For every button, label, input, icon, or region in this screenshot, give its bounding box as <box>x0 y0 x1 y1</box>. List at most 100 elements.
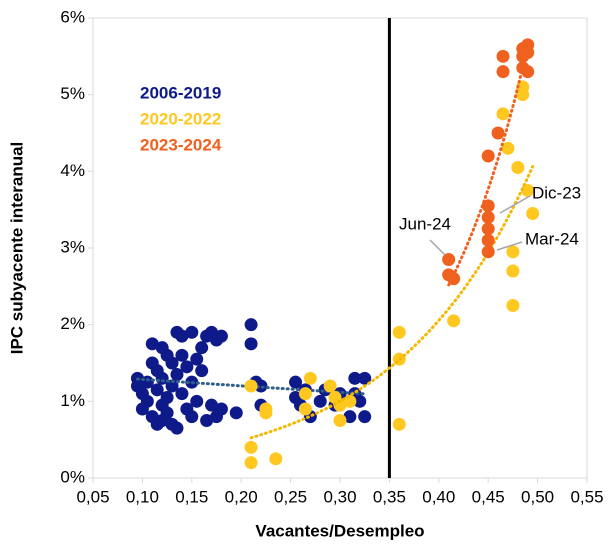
legend-label: 2023-2024 <box>140 135 222 154</box>
point <box>160 391 174 404</box>
point <box>298 402 312 416</box>
point <box>170 421 184 435</box>
point <box>259 406 273 420</box>
x-tick-label: 0,35 <box>373 487 406 506</box>
point <box>214 402 228 416</box>
point <box>180 360 194 374</box>
annotation-leader <box>496 241 523 251</box>
point <box>506 264 520 278</box>
x-tick-label: 0,20 <box>225 487 258 506</box>
point <box>323 379 337 393</box>
x-tick-label: 0,40 <box>422 487 455 506</box>
point <box>269 452 283 466</box>
y-tick-label: 4% <box>60 161 85 180</box>
x-tick-label: 0,55 <box>570 487 603 506</box>
point <box>353 394 367 408</box>
point <box>254 379 268 393</box>
x-axis-title: Vacantes/Desempleo <box>255 521 424 540</box>
point <box>496 49 510 63</box>
point <box>160 406 174 420</box>
point <box>358 410 372 424</box>
point <box>358 371 372 385</box>
point <box>516 88 530 102</box>
annotation: Jun-24 <box>399 214 451 233</box>
point <box>244 379 258 393</box>
point <box>170 368 184 381</box>
point <box>348 371 362 385</box>
x-tick-label: 0,30 <box>323 487 356 506</box>
point <box>491 126 505 140</box>
point <box>175 329 189 343</box>
annotation-leader <box>429 239 446 256</box>
point <box>165 379 179 393</box>
annotation-leader <box>499 195 531 214</box>
point <box>150 383 164 397</box>
point <box>145 337 159 351</box>
y-tick-label: 1% <box>60 391 85 410</box>
point <box>165 356 179 370</box>
point <box>333 414 347 427</box>
point <box>185 410 199 424</box>
point <box>185 325 199 339</box>
point <box>511 161 525 174</box>
point <box>521 184 535 197</box>
point <box>481 245 495 259</box>
point <box>447 272 461 286</box>
point <box>205 398 219 412</box>
point <box>190 352 204 366</box>
point <box>506 245 520 259</box>
point <box>496 65 510 79</box>
x-tick-label: 0,05 <box>76 487 109 506</box>
point <box>496 107 510 121</box>
point <box>481 149 495 163</box>
point <box>190 394 204 408</box>
point <box>481 210 495 224</box>
point <box>244 337 258 351</box>
point <box>195 364 209 378</box>
annotation: Dic-23 <box>532 183 581 202</box>
x-tick-label: 0,50 <box>521 487 554 506</box>
point <box>303 371 317 385</box>
point <box>140 394 154 408</box>
point <box>481 233 495 247</box>
point <box>244 440 258 454</box>
y-axis-title: IPC subyacente interanual <box>7 142 26 355</box>
point <box>526 207 540 220</box>
point <box>343 394 357 408</box>
point <box>195 341 209 355</box>
point <box>481 222 495 236</box>
legend-label: 2020-2022 <box>140 109 221 128</box>
point <box>333 398 347 412</box>
x-tick-label: 0,25 <box>274 487 307 506</box>
x-tick-label: 0,45 <box>472 487 505 506</box>
trendline <box>447 44 530 287</box>
point <box>244 318 258 332</box>
y-tick-label: 2% <box>60 314 85 333</box>
point <box>521 65 535 79</box>
point <box>200 414 214 427</box>
x-tick-label: 0,10 <box>126 487 159 506</box>
point <box>229 406 243 420</box>
point <box>501 141 515 155</box>
y-tick-label: 3% <box>60 237 85 256</box>
legend-label: 2006-2019 <box>140 83 221 102</box>
point <box>392 417 406 431</box>
point <box>175 348 189 362</box>
annotation: Mar-24 <box>525 229 579 248</box>
point <box>298 387 312 401</box>
point <box>447 314 461 328</box>
point <box>244 456 258 470</box>
point <box>442 253 456 266</box>
point <box>289 375 303 389</box>
point <box>392 325 406 339</box>
point <box>214 329 228 343</box>
point <box>506 299 520 312</box>
y-tick-label: 5% <box>60 84 85 103</box>
x-tick-label: 0,15 <box>175 487 208 506</box>
point <box>175 387 189 401</box>
y-tick-label: 0% <box>60 467 85 486</box>
point <box>313 394 327 408</box>
y-tick-label: 6% <box>60 7 85 26</box>
point <box>343 410 357 424</box>
